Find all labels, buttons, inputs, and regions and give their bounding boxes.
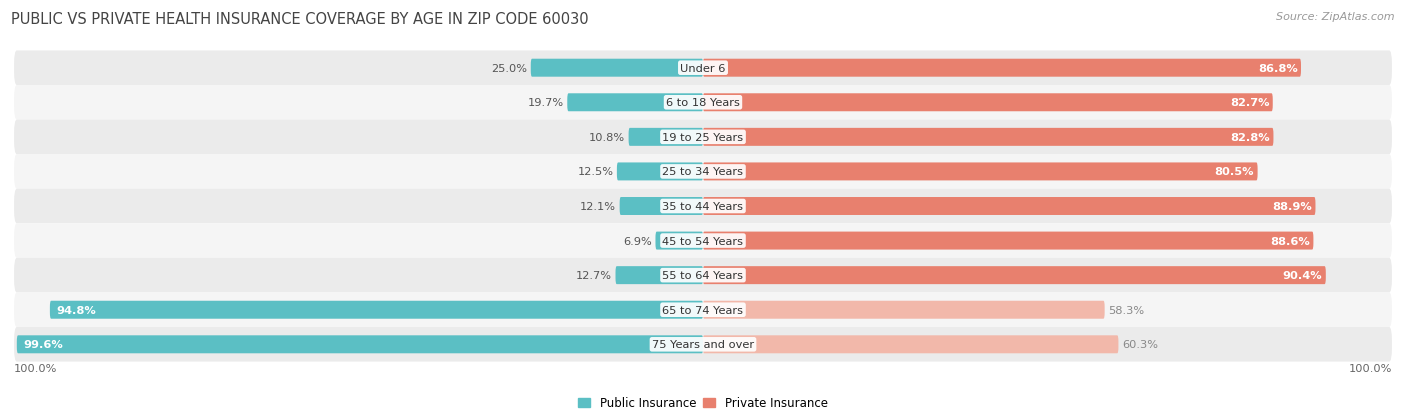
Text: 58.3%: 58.3% — [1108, 305, 1144, 315]
FancyBboxPatch shape — [628, 128, 703, 147]
FancyBboxPatch shape — [616, 266, 703, 285]
Text: 88.9%: 88.9% — [1272, 202, 1312, 211]
Text: 60.3%: 60.3% — [1122, 339, 1159, 349]
FancyBboxPatch shape — [703, 94, 1272, 112]
Text: 82.7%: 82.7% — [1230, 98, 1270, 108]
FancyBboxPatch shape — [703, 266, 1326, 285]
Text: 100.0%: 100.0% — [14, 363, 58, 373]
FancyBboxPatch shape — [655, 232, 703, 250]
Legend: Public Insurance, Private Insurance: Public Insurance, Private Insurance — [574, 392, 832, 413]
Text: PUBLIC VS PRIVATE HEALTH INSURANCE COVERAGE BY AGE IN ZIP CODE 60030: PUBLIC VS PRIVATE HEALTH INSURANCE COVER… — [11, 12, 589, 27]
Text: 88.6%: 88.6% — [1270, 236, 1310, 246]
Text: 35 to 44 Years: 35 to 44 Years — [662, 202, 744, 211]
Text: 12.1%: 12.1% — [581, 202, 616, 211]
FancyBboxPatch shape — [703, 335, 1118, 354]
FancyBboxPatch shape — [617, 163, 703, 181]
Text: 99.6%: 99.6% — [24, 339, 63, 349]
FancyBboxPatch shape — [703, 232, 1313, 250]
FancyBboxPatch shape — [14, 327, 1392, 362]
FancyBboxPatch shape — [14, 51, 1392, 86]
Text: 55 to 64 Years: 55 to 64 Years — [662, 271, 744, 280]
FancyBboxPatch shape — [14, 258, 1392, 293]
FancyBboxPatch shape — [14, 189, 1392, 224]
FancyBboxPatch shape — [17, 335, 703, 354]
Text: Source: ZipAtlas.com: Source: ZipAtlas.com — [1277, 12, 1395, 22]
FancyBboxPatch shape — [49, 301, 703, 319]
Text: 65 to 74 Years: 65 to 74 Years — [662, 305, 744, 315]
Text: 45 to 54 Years: 45 to 54 Years — [662, 236, 744, 246]
FancyBboxPatch shape — [531, 59, 703, 78]
Text: 6 to 18 Years: 6 to 18 Years — [666, 98, 740, 108]
FancyBboxPatch shape — [14, 155, 1392, 189]
FancyBboxPatch shape — [703, 128, 1274, 147]
Text: 80.5%: 80.5% — [1215, 167, 1254, 177]
Text: 25.0%: 25.0% — [491, 64, 527, 74]
Text: 100.0%: 100.0% — [1348, 363, 1392, 373]
FancyBboxPatch shape — [703, 59, 1301, 78]
Text: 10.8%: 10.8% — [589, 133, 626, 142]
Text: 6.9%: 6.9% — [623, 236, 652, 246]
Text: 94.8%: 94.8% — [56, 305, 97, 315]
Text: Under 6: Under 6 — [681, 64, 725, 74]
Text: 12.7%: 12.7% — [576, 271, 612, 280]
Text: 90.4%: 90.4% — [1282, 271, 1323, 280]
FancyBboxPatch shape — [14, 224, 1392, 258]
FancyBboxPatch shape — [14, 293, 1392, 327]
Text: 86.8%: 86.8% — [1258, 64, 1298, 74]
FancyBboxPatch shape — [620, 197, 703, 216]
FancyBboxPatch shape — [14, 86, 1392, 120]
Text: 19.7%: 19.7% — [527, 98, 564, 108]
Text: 75 Years and over: 75 Years and over — [652, 339, 754, 349]
Text: 19 to 25 Years: 19 to 25 Years — [662, 133, 744, 142]
Text: 82.8%: 82.8% — [1230, 133, 1270, 142]
FancyBboxPatch shape — [703, 197, 1316, 216]
FancyBboxPatch shape — [567, 94, 703, 112]
FancyBboxPatch shape — [14, 120, 1392, 155]
FancyBboxPatch shape — [703, 301, 1105, 319]
Text: 12.5%: 12.5% — [578, 167, 613, 177]
FancyBboxPatch shape — [703, 163, 1257, 181]
Text: 25 to 34 Years: 25 to 34 Years — [662, 167, 744, 177]
